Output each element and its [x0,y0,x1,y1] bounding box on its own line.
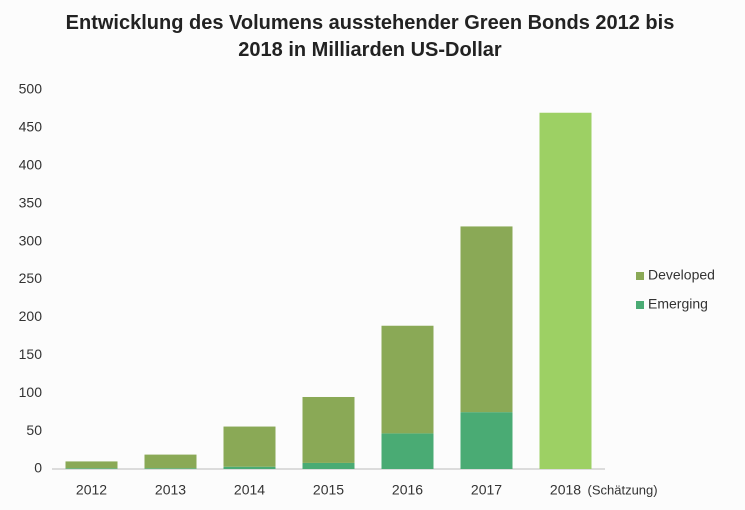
y-tick-label: 300 [19,232,43,248]
x-tick-label: 2013 [155,482,186,498]
y-tick-label: 100 [19,384,43,400]
y-tick-label: 350 [19,194,43,210]
y-tick-label: 450 [19,119,43,135]
legend-label: Developed [648,267,715,283]
chart-title: Entwicklung des Volumens ausstehender Gr… [65,12,675,61]
legend-label: Emerging [648,296,708,312]
legend-swatch [636,272,644,280]
bar-segment [539,112,592,470]
x-tick-label: 2015 [313,482,344,498]
bar-segment [223,466,276,469]
bar-segment [223,426,276,467]
legend-swatch [636,301,644,309]
y-tick-label: 150 [19,346,43,362]
bar-segment [381,433,434,469]
bar-segment [302,462,355,469]
y-tick-label: 200 [19,308,43,324]
x-tick-label: 2014 [234,482,265,498]
bar-segment [144,468,197,469]
bar-segment [460,412,513,469]
bar-segment [65,461,118,469]
bar-segment [144,454,197,469]
x-tick-label: 2018 [550,482,581,498]
bar-segment [381,325,434,434]
y-tick-label: 50 [26,422,42,438]
y-tick-label: 0 [34,460,42,476]
x-tick-label: 2012 [76,482,107,498]
x-tick-label: 2016 [392,482,423,498]
x-tick-label: 2017 [471,482,502,498]
y-tick-label: 400 [19,157,43,173]
y-tick-label: 250 [19,270,43,286]
bar-segment [302,396,355,463]
y-tick-label: 500 [19,81,43,97]
bar-segment [65,468,118,469]
bar-segment [460,226,513,413]
x-annotation: (Schätzung) [588,482,658,497]
